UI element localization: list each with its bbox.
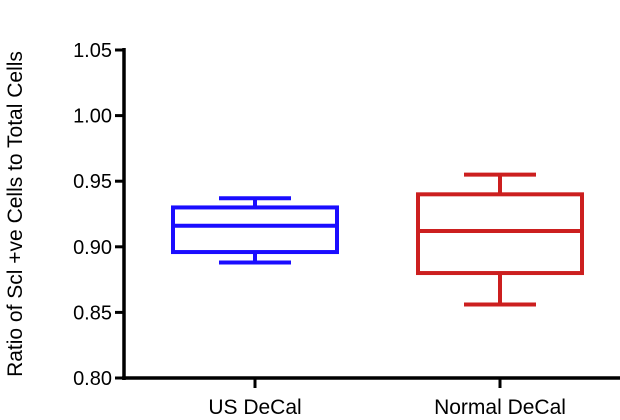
- y-tick-label: 1.00: [73, 106, 112, 128]
- y-tick-label: 0.80: [73, 368, 112, 390]
- x-category-label: Normal DeCal: [434, 396, 566, 419]
- x-category-label: US DeCal: [208, 396, 301, 419]
- box-iqr: [416, 192, 584, 276]
- y-tick-label: 0.95: [73, 171, 112, 193]
- y-tick-label: 1.05: [73, 40, 112, 62]
- box-iqr: [171, 205, 339, 255]
- y-tick-label: 0.90: [73, 237, 112, 259]
- y-tick-label: 0.85: [73, 302, 112, 324]
- y-axis-title: Ratio of Scl +ve Cells to Total Cells: [4, 51, 27, 377]
- plot-area: 0.80 0.85 0.90 0.95 1.00 1.05 US DeCal Normal D…: [73, 40, 620, 419]
